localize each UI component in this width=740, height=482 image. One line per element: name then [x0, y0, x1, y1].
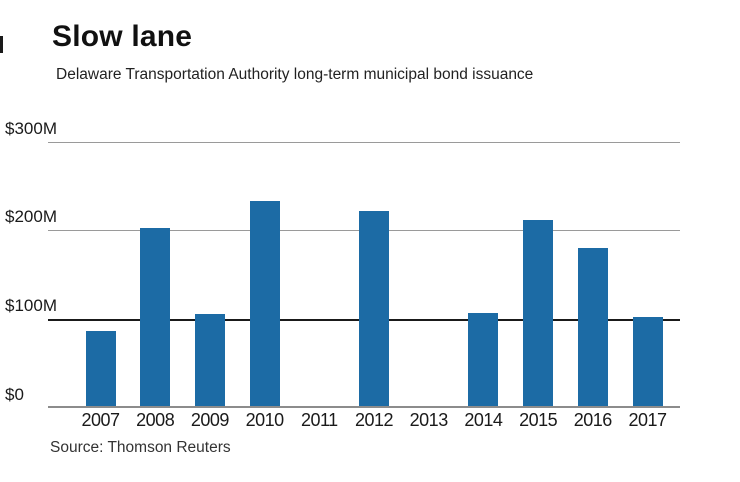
- bar-2014: [468, 312, 499, 406]
- x-tick-2012: 2012: [354, 410, 394, 430]
- gridline-300m: [48, 142, 680, 143]
- chart-title: Slow lane: [52, 20, 193, 53]
- bar-2010: [249, 200, 280, 406]
- bar-2007: [85, 331, 116, 406]
- bar-2016: [577, 247, 608, 406]
- x-tick-2009: 2009: [190, 410, 230, 430]
- x-tick-2007: 2007: [81, 410, 120, 430]
- bar-2015: [523, 220, 554, 406]
- x-tick-2008: 2008: [136, 410, 175, 430]
- x-tick-2011: 2011: [300, 410, 338, 430]
- x-axis-baseline: [48, 406, 680, 408]
- edge-crop-artifact: [0, 36, 3, 53]
- x-tick-2015: 2015: [519, 410, 558, 430]
- x-tick-2014: 2014: [464, 410, 503, 430]
- bar-2009: [194, 314, 225, 406]
- x-tick-2017: 2017: [628, 410, 667, 430]
- x-tick-2013: 2013: [409, 410, 449, 430]
- bar-2008: [140, 228, 171, 406]
- x-tick-2016: 2016: [573, 410, 613, 430]
- y-tick-100m: $100M: [5, 296, 57, 315]
- bar-2012: [359, 210, 389, 406]
- y-tick-0: $0: [5, 385, 24, 404]
- y-tick-200m: $200M: [5, 207, 57, 226]
- chart-subtitle: Delaware Transportation Authority long-t…: [56, 66, 534, 83]
- x-tick-2010: 2010: [245, 410, 285, 430]
- y-tick-300m: $300M: [5, 119, 57, 138]
- source-note: Source: Thomson Reuters: [50, 439, 231, 456]
- bar-2017: [632, 317, 663, 406]
